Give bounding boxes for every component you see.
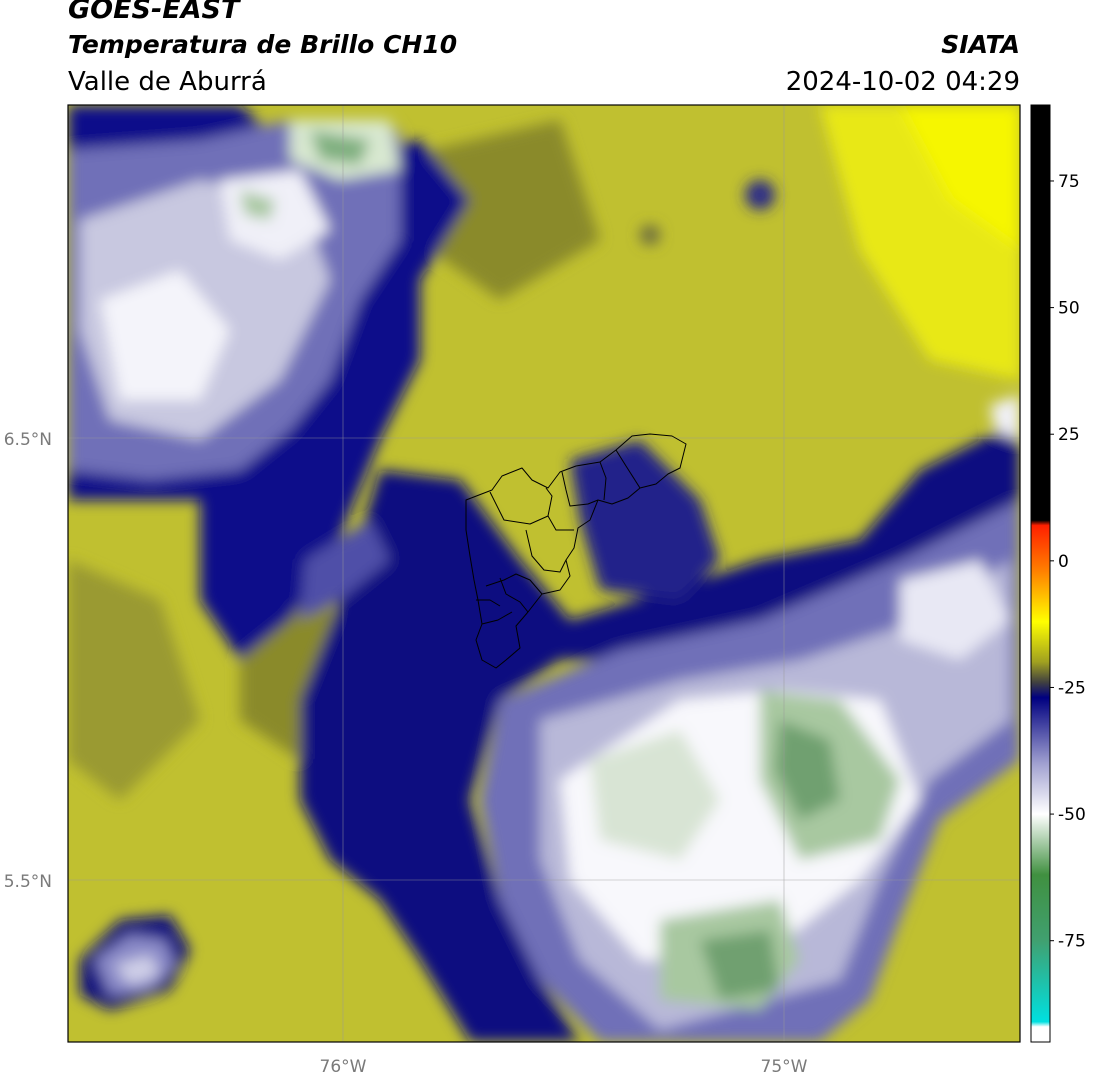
satellite-title: GOES-EAST xyxy=(68,0,240,25)
colorbar-tick-label: 25 xyxy=(1058,425,1080,445)
lon-label: 76°W xyxy=(320,1057,367,1077)
lat-label: 6.5°N xyxy=(4,430,52,450)
colorbar-tick-label: 0 xyxy=(1058,552,1069,572)
lat-label: 5.5°N xyxy=(4,872,52,892)
brightness-temperature-field xyxy=(68,105,1020,1042)
organization-label: SIATA xyxy=(941,30,1020,59)
timestamp-label: 2024-10-02 04:29 xyxy=(785,67,1020,97)
colorbar-fill xyxy=(1031,105,1050,1042)
lon-label: 75°W xyxy=(761,1057,808,1077)
longitude-labels: 76°W 75°W xyxy=(320,1057,808,1077)
municipality-boundaries xyxy=(465,433,687,669)
region-subtitle: Valle de Aburrá xyxy=(68,67,267,97)
colorbar-tick-label: -75 xyxy=(1058,932,1086,952)
colorbar: 75 50 25 0 -25 -50 -75 xyxy=(1030,104,1086,1043)
colorbar-tick-label: -25 xyxy=(1058,678,1086,698)
latitude-labels: 6.5°N 5.5°N xyxy=(4,430,52,892)
colorbar-tick-label: 50 xyxy=(1058,299,1080,319)
graticule xyxy=(68,105,1020,1042)
product-title: Temperatura de Brillo CH10 xyxy=(68,30,458,59)
colorbar-frame xyxy=(1030,104,1051,1043)
map-frame xyxy=(67,104,1021,1043)
colorbar-ticks: 75 50 25 0 -25 -50 -75 xyxy=(1050,172,1086,952)
colorbar-tick-label: -50 xyxy=(1058,805,1086,825)
colorbar-tick-label: 75 xyxy=(1058,172,1080,192)
